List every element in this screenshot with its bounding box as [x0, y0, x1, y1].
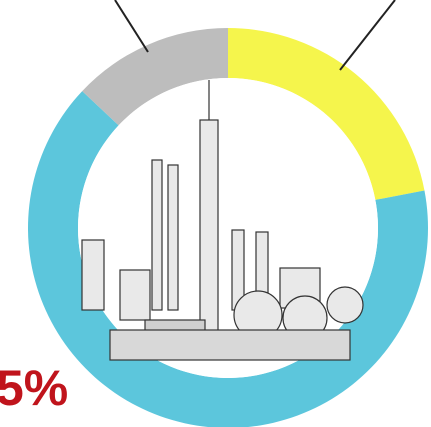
- leader-line: [339, 0, 396, 71]
- donut-slice: [228, 28, 425, 200]
- leader-line: [114, 0, 149, 53]
- annotation: 5%: [0, 360, 68, 416]
- donut-slice: [82, 27, 229, 126]
- refinery-illustration: [81, 80, 364, 361]
